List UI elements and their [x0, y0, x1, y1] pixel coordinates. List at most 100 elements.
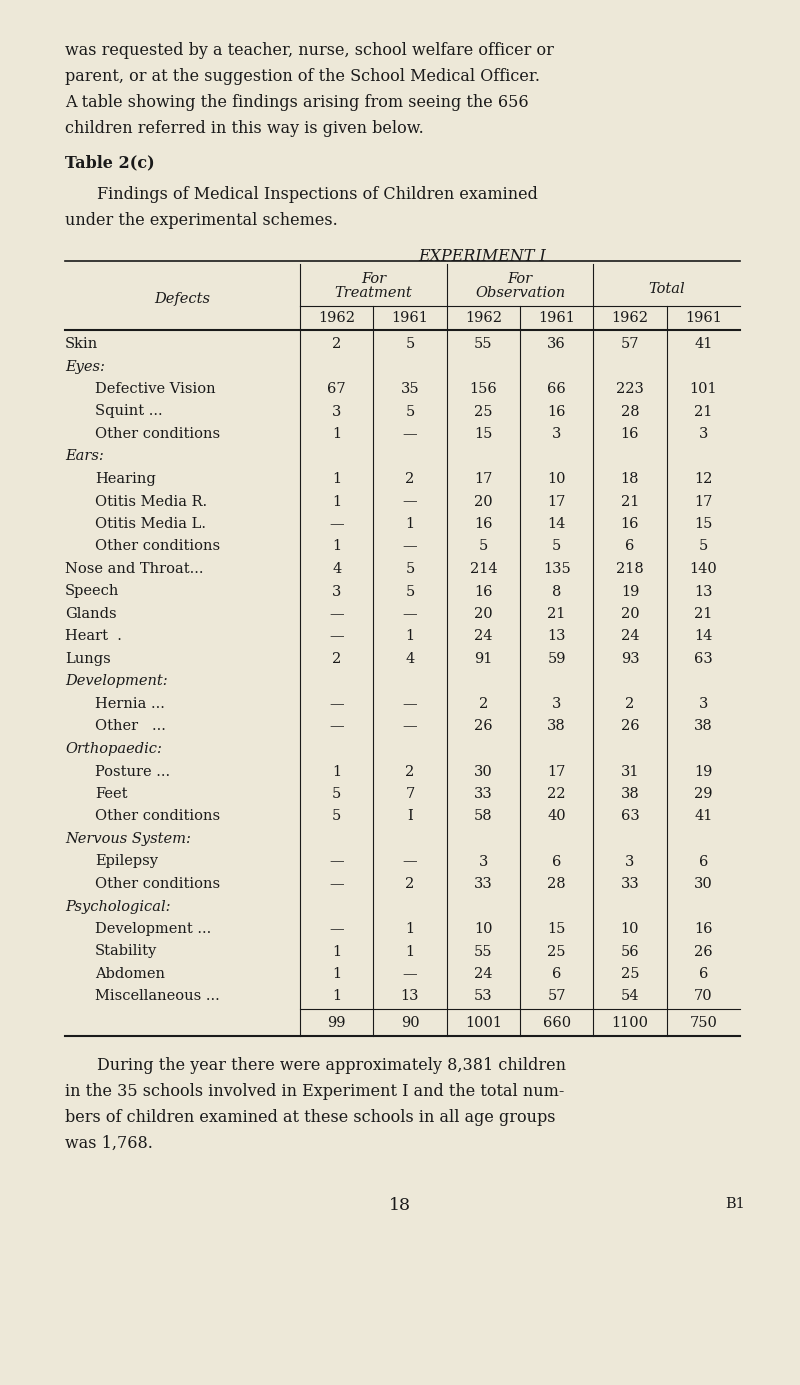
- Text: 24: 24: [474, 630, 493, 644]
- Text: 1001: 1001: [465, 1017, 502, 1030]
- Text: 1: 1: [332, 765, 342, 778]
- Text: 6: 6: [552, 855, 562, 868]
- Text: 4: 4: [406, 652, 414, 666]
- Text: 6: 6: [698, 967, 708, 981]
- Text: 6: 6: [552, 967, 562, 981]
- Text: 33: 33: [474, 787, 493, 801]
- Text: 2: 2: [406, 765, 414, 778]
- Text: 660: 660: [542, 1017, 570, 1030]
- Text: 16: 16: [547, 404, 566, 418]
- Text: —: —: [402, 427, 418, 440]
- Text: Defects: Defects: [154, 292, 210, 306]
- Text: 21: 21: [621, 494, 639, 508]
- Text: 35: 35: [401, 382, 419, 396]
- Text: 101: 101: [690, 382, 717, 396]
- Text: 25: 25: [621, 967, 639, 981]
- Text: 1961: 1961: [538, 312, 575, 325]
- Text: 3: 3: [698, 427, 708, 440]
- Text: Glands: Glands: [65, 607, 117, 620]
- Text: was requested by a teacher, nurse, school welfare officer or: was requested by a teacher, nurse, schoo…: [65, 42, 554, 60]
- Text: —: —: [402, 540, 418, 554]
- Text: 5: 5: [406, 562, 414, 576]
- Text: Abdomen: Abdomen: [95, 967, 165, 981]
- Text: 10: 10: [474, 922, 493, 936]
- Text: 14: 14: [547, 517, 566, 530]
- Text: 14: 14: [694, 630, 713, 644]
- Text: 40: 40: [547, 809, 566, 824]
- Text: 5: 5: [698, 540, 708, 554]
- Text: 8: 8: [552, 584, 562, 598]
- Text: 25: 25: [547, 945, 566, 958]
- Text: 15: 15: [547, 922, 566, 936]
- Text: 20: 20: [474, 494, 493, 508]
- Text: 19: 19: [621, 584, 639, 598]
- Text: 91: 91: [474, 652, 493, 666]
- Text: I: I: [407, 809, 413, 824]
- Text: Lungs: Lungs: [65, 652, 110, 666]
- Text: 19: 19: [694, 765, 713, 778]
- Text: Development:: Development:: [65, 674, 168, 688]
- Text: 18: 18: [389, 1197, 411, 1213]
- Text: 7: 7: [406, 787, 414, 801]
- Text: 2: 2: [332, 337, 342, 350]
- Text: Squint ...: Squint ...: [95, 404, 162, 418]
- Text: Orthopaedic:: Orthopaedic:: [65, 742, 162, 756]
- Text: During the year there were approximately 8,381 children: During the year there were approximately…: [97, 1057, 566, 1073]
- Text: 6: 6: [626, 540, 634, 554]
- Text: —: —: [330, 855, 344, 868]
- Text: 13: 13: [401, 989, 419, 1004]
- Text: —: —: [402, 697, 418, 711]
- Text: 53: 53: [474, 989, 493, 1004]
- Text: Other conditions: Other conditions: [95, 540, 220, 554]
- Text: 2: 2: [626, 697, 634, 711]
- Text: 140: 140: [690, 562, 718, 576]
- Text: 1: 1: [406, 945, 414, 958]
- Text: Table 2(c): Table 2(c): [65, 154, 154, 170]
- Text: —: —: [402, 967, 418, 981]
- Text: Development ...: Development ...: [95, 922, 211, 936]
- Text: 21: 21: [694, 607, 713, 620]
- Text: 1962: 1962: [318, 312, 355, 325]
- Text: 135: 135: [542, 562, 570, 576]
- Text: Other conditions: Other conditions: [95, 877, 220, 891]
- Text: Observation: Observation: [475, 285, 565, 301]
- Text: 5: 5: [478, 540, 488, 554]
- Text: 20: 20: [621, 607, 639, 620]
- Text: 16: 16: [474, 517, 493, 530]
- Text: 24: 24: [621, 630, 639, 644]
- Text: 1: 1: [406, 517, 414, 530]
- Text: 55: 55: [474, 337, 493, 350]
- Text: Posture ...: Posture ...: [95, 765, 170, 778]
- Text: —: —: [330, 697, 344, 711]
- Text: 28: 28: [547, 877, 566, 891]
- Text: 1: 1: [406, 630, 414, 644]
- Text: 12: 12: [694, 472, 713, 486]
- Text: Hernia ...: Hernia ...: [95, 697, 165, 711]
- Text: 18: 18: [621, 472, 639, 486]
- Text: 90: 90: [401, 1017, 419, 1030]
- Text: Hearing: Hearing: [95, 472, 156, 486]
- Text: 17: 17: [694, 494, 713, 508]
- Text: 1: 1: [332, 427, 342, 440]
- Text: 2: 2: [332, 652, 342, 666]
- Text: 63: 63: [621, 809, 639, 824]
- Text: 1: 1: [332, 472, 342, 486]
- Text: —: —: [402, 719, 418, 734]
- Text: 28: 28: [621, 404, 639, 418]
- Text: 20: 20: [474, 607, 493, 620]
- Text: 1100: 1100: [611, 1017, 649, 1030]
- Text: 2: 2: [406, 877, 414, 891]
- Text: 15: 15: [474, 427, 493, 440]
- Text: 223: 223: [616, 382, 644, 396]
- Text: parent, or at the suggestion of the School Medical Officer.: parent, or at the suggestion of the Scho…: [65, 68, 540, 84]
- Text: under the experimental schemes.: under the experimental schemes.: [65, 212, 338, 229]
- Text: 3: 3: [552, 427, 562, 440]
- Text: Other conditions: Other conditions: [95, 809, 220, 824]
- Text: Nose and Throat...: Nose and Throat...: [65, 562, 203, 576]
- Text: 70: 70: [694, 989, 713, 1004]
- Text: 13: 13: [547, 630, 566, 644]
- Text: 13: 13: [694, 584, 713, 598]
- Text: 156: 156: [470, 382, 498, 396]
- Text: 22: 22: [547, 787, 566, 801]
- Text: 5: 5: [552, 540, 562, 554]
